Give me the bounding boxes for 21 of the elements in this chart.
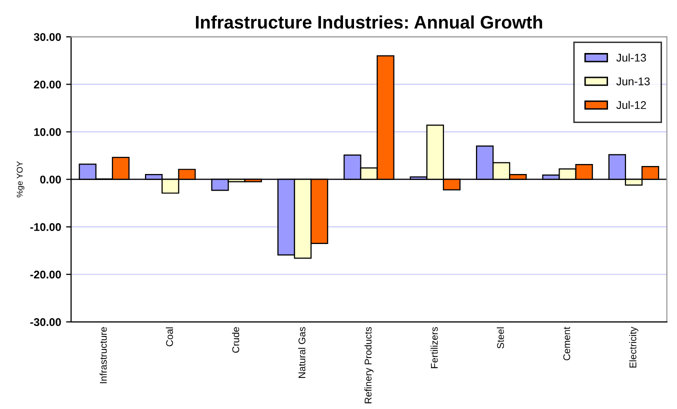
y-tick-label: 30.00 (34, 33, 61, 41)
x-tick-label: Crude (232, 327, 240, 353)
y-tick-label: -10.00 (30, 223, 61, 231)
legend-label: Jul-13 (616, 53, 646, 62)
y-tick-label: -20.00 (30, 270, 61, 279)
x-tick-label: Cement (563, 326, 570, 360)
y-tick-label: -30.00 (30, 318, 61, 326)
x-tick-label: Infrastructure (100, 327, 107, 384)
x-tick-label: Coal (166, 327, 173, 346)
y-tick-label: 20.00 (34, 80, 61, 88)
x-tick-label: Steel (496, 327, 504, 348)
legend-label: Jul-12 (616, 100, 646, 110)
x-tick-label: Refinery Products (364, 327, 374, 404)
chart-title: Infrastructure Industries: Annual Growth (196, 15, 542, 29)
x-tick-label: Natural Gas (298, 327, 306, 378)
y-tick-label: 0.00 (40, 176, 61, 184)
y-axis-title: %ge YOY (16, 161, 24, 198)
x-tick-label: Electricity (629, 326, 638, 368)
legend-label: Jun-13 (616, 77, 650, 86)
x-tick-label: Fertilizers (430, 327, 438, 368)
y-tick-label: 10.00 (34, 128, 61, 136)
